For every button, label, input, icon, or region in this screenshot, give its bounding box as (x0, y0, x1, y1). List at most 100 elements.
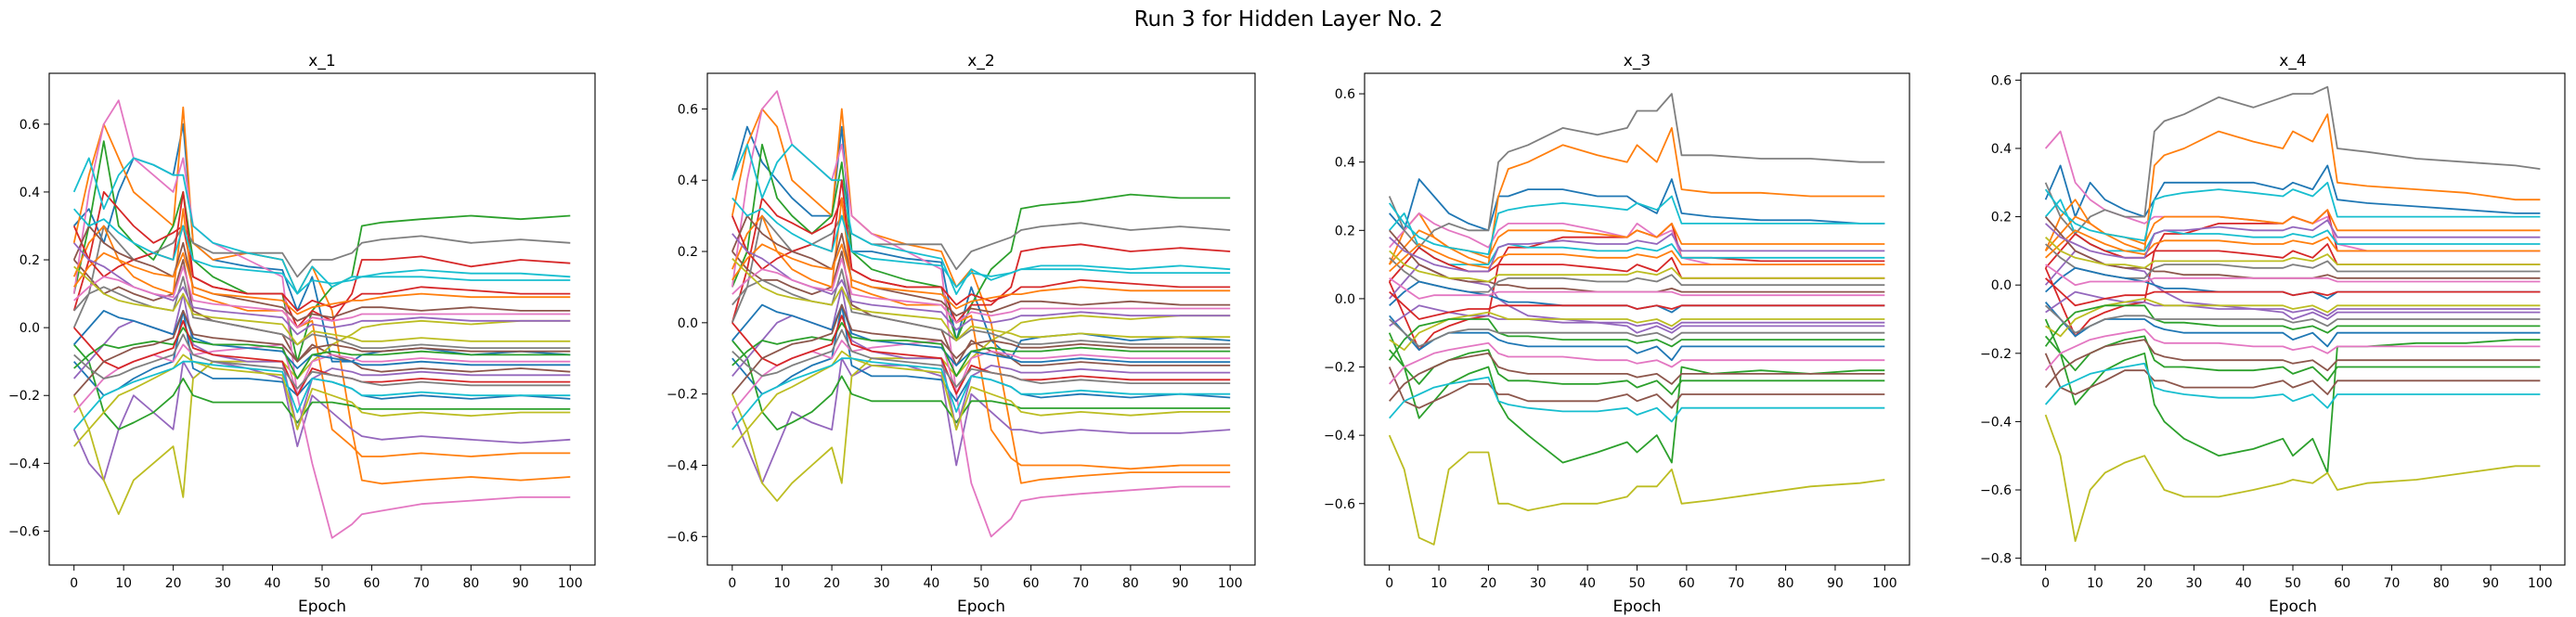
x-tick-label: 90 (512, 576, 529, 591)
series-line (1388, 195, 1885, 255)
series-line (731, 321, 1231, 378)
series-line (72, 225, 571, 328)
series-group (1388, 93, 1885, 546)
series-line (73, 333, 571, 390)
series-line (2044, 164, 2541, 218)
x-tick-label: 50 (2285, 576, 2301, 591)
series-line (1389, 318, 1885, 348)
x-tick-label: 70 (413, 576, 430, 591)
x-tick-label: 0 (70, 576, 78, 591)
series-line (1389, 311, 1885, 351)
x-tick-label: 70 (1728, 576, 1744, 591)
series-line (731, 268, 1231, 345)
x-tick-label: 50 (973, 576, 990, 591)
x-tick-label: 60 (2334, 576, 2350, 591)
series-line (731, 197, 1231, 289)
x-tick-label: 20 (1480, 576, 1496, 591)
series-line (2044, 181, 2541, 242)
series-line (731, 303, 1231, 403)
series-line (2044, 304, 2541, 347)
x-tick-label: 80 (462, 576, 479, 591)
x-axis-label: Epoch (298, 598, 346, 616)
y-tick-label: 0.6 (1991, 73, 2012, 88)
series-line (2044, 266, 2541, 300)
y-tick-label: −0.4 (8, 456, 40, 471)
y-tick-label: −0.6 (1324, 497, 1355, 512)
x-tick-label: 30 (874, 576, 890, 591)
x-tick-label: 10 (1430, 576, 1447, 591)
y-tick-label: −0.6 (8, 524, 40, 539)
series-group (72, 99, 571, 539)
series-line (73, 208, 571, 295)
x-tick-label: 40 (265, 576, 281, 591)
subplot-title: x_2 (967, 52, 994, 71)
series-line (2044, 219, 2541, 259)
x-tick-label: 60 (1678, 576, 1695, 591)
series-line (2044, 216, 2541, 279)
series-line (1388, 332, 1885, 464)
x-tick-label: 50 (1629, 576, 1646, 591)
x-tick-label: 40 (1579, 576, 1596, 591)
series-line (73, 310, 571, 369)
x-tick-label: 20 (823, 576, 840, 591)
series-line (731, 214, 1231, 317)
series-line (72, 157, 571, 295)
series-line (731, 303, 1231, 395)
series-line (1389, 349, 1885, 395)
series-line (731, 257, 1231, 324)
y-tick-label: −0.2 (1324, 361, 1355, 376)
series-line (2044, 277, 2541, 307)
series-line (2044, 130, 2541, 252)
series-line (731, 143, 1231, 295)
series-line (1389, 341, 1885, 385)
x-axis-label: Epoch (957, 598, 1005, 616)
x-axis-label: Epoch (1612, 598, 1661, 616)
series-line (72, 208, 571, 457)
x-tick-label: 10 (774, 576, 791, 591)
series-line (1389, 233, 1885, 273)
x-tick-label: 90 (2482, 576, 2499, 591)
subplot-title: x_3 (1624, 52, 1650, 71)
series-line (731, 214, 1231, 324)
series-line (1389, 280, 1885, 314)
series-line (731, 286, 1231, 431)
x-tick-label: 100 (1872, 576, 1897, 591)
subplot-x-1: x_1 0 10 20 30 40 50 60 70 80 90 100 −0.6 −0.4 −0.2 0.0… (8, 52, 596, 616)
series-line (1389, 304, 1885, 330)
series-line (1389, 178, 1885, 232)
x-tick-label: 10 (2087, 576, 2104, 591)
x-tick-label: 50 (314, 576, 330, 591)
series-line (1389, 277, 1885, 300)
y-tick-label: 0.2 (1335, 224, 1355, 238)
x-tick-label: 40 (2235, 576, 2252, 591)
series-line (2044, 414, 2541, 543)
series-line (1389, 229, 1885, 293)
y-tick-label: −0.6 (1980, 483, 2012, 498)
x-tick-label: 60 (1023, 576, 1040, 591)
y-tick-label: 0.4 (678, 174, 698, 188)
series-line (731, 197, 1231, 470)
series-line (2044, 85, 2541, 235)
y-tick-label: −0.4 (1980, 415, 2012, 430)
series-line (2044, 304, 2541, 334)
series-line (72, 99, 571, 539)
subplot-x-3: x_3 0 10 20 30 40 50 60 70 80 90 100 −0.6 −0.4 −0.2 0.0… (1324, 52, 1910, 616)
y-tick-label: 0.4 (19, 186, 40, 200)
y-tick-label: 0.4 (1991, 142, 2012, 157)
series-line (731, 258, 1231, 341)
x-tick-label: 70 (1072, 576, 1089, 591)
x-tick-label: 90 (1172, 576, 1189, 591)
series-line (731, 350, 1231, 448)
series-line (1389, 376, 1885, 423)
subplot-title: x_4 (2279, 52, 2306, 71)
y-tick-label: 0.6 (19, 118, 40, 133)
x-tick-label: 90 (1827, 576, 1844, 591)
x-tick-label: 100 (2528, 576, 2553, 591)
y-tick-label: 0.2 (19, 253, 40, 268)
series-line (731, 303, 1231, 366)
x-tick-label: 0 (2041, 576, 2050, 591)
series-line (731, 233, 1231, 331)
x-tick-label: 0 (728, 576, 736, 591)
subplot-x-4: x_4 0 10 20 30 40 50 60 70 80 90 100 −0.8 −0.6 −0.4 −0.… (1980, 52, 2566, 616)
